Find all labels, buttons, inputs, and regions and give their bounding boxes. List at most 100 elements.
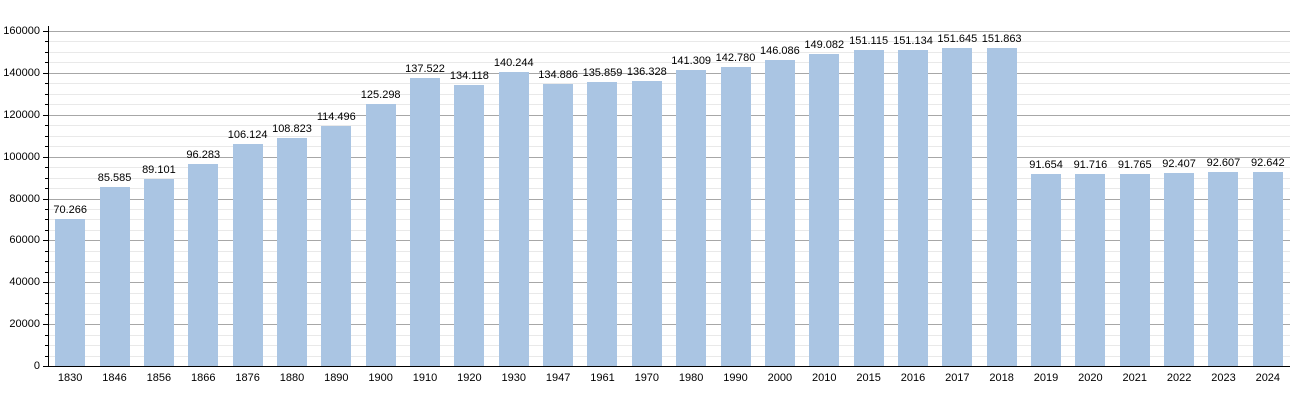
gridline-minor — [48, 219, 1290, 221]
bar-value-label: 151.863 — [981, 33, 1022, 46]
gridline-minor — [48, 292, 1290, 294]
x-axis-tick-label: 1900 — [368, 372, 393, 384]
y-minor-tick — [45, 219, 48, 221]
x-axis-tick-label: 2021 — [1122, 372, 1147, 384]
x-axis-tick-label: 2016 — [900, 372, 926, 384]
bar-1866 — [188, 164, 219, 366]
x-axis-line — [48, 366, 1290, 367]
bar-value-label: 85.585 — [97, 171, 132, 184]
y-minor-tick — [45, 292, 48, 294]
x-axis-tick-label: 1970 — [634, 372, 660, 384]
y-minor-tick — [45, 250, 48, 252]
gridline-minor — [48, 208, 1290, 210]
gridline-minor — [48, 355, 1290, 357]
y-major-tick — [43, 240, 48, 242]
y-minor-tick — [45, 146, 48, 148]
gridline-minor — [48, 62, 1290, 64]
bar-2019 — [1031, 174, 1062, 366]
y-minor-tick — [45, 41, 48, 43]
x-axis-tick-label: 2015 — [856, 372, 881, 384]
bar-2023 — [1208, 172, 1239, 366]
bar-2022 — [1164, 172, 1195, 366]
bar-2000 — [764, 60, 795, 366]
bar-2024 — [1252, 172, 1283, 366]
gridline-major — [48, 31, 1290, 32]
x-axis-tick-label: 1910 — [412, 372, 438, 384]
y-minor-tick — [45, 51, 48, 53]
y-minor-tick — [45, 271, 48, 273]
x-axis-tick-label: 2018 — [989, 372, 1014, 384]
bar-2017 — [942, 48, 973, 366]
y-major-tick — [43, 198, 48, 200]
y-minor-tick — [45, 62, 48, 64]
bar-value-label: 92.407 — [1162, 157, 1196, 170]
gridline-minor — [48, 250, 1290, 252]
x-axis-tick-label: 1930 — [501, 372, 526, 384]
gridline-minor — [48, 303, 1290, 305]
x-axis-tick-label: 2000 — [767, 372, 793, 384]
x-axis-tick-label: 2019 — [1033, 372, 1059, 384]
x-axis-tick-label: 1830 — [57, 372, 83, 384]
y-minor-tick — [45, 177, 48, 179]
bar-value-label: 96.283 — [186, 149, 221, 162]
bar-value-label: 135.859 — [582, 66, 623, 79]
y-axis-tick-label: 140000 — [3, 66, 40, 79]
y-major-tick — [43, 366, 48, 367]
y-minor-tick — [45, 303, 48, 305]
y-minor-tick — [45, 313, 48, 315]
bar-value-label: 151.645 — [937, 33, 978, 46]
x-axis-tick-label: 2010 — [812, 372, 837, 384]
y-major-tick — [43, 324, 48, 326]
y-axis-tick-label: 40000 — [9, 276, 40, 289]
x-axis-tick-label: 1980 — [678, 372, 704, 384]
bar-value-label: 141.309 — [671, 55, 712, 68]
gridline-major — [48, 198, 1290, 200]
bar-2018 — [986, 48, 1017, 366]
bar-1970 — [631, 80, 662, 366]
bar-1830 — [55, 218, 86, 366]
bar-value-label: 142.780 — [715, 52, 756, 65]
gridline-major — [48, 240, 1290, 242]
x-axis-tick-label: 2023 — [1211, 372, 1236, 384]
bar-2016 — [897, 49, 928, 366]
bar-value-label: 149.082 — [804, 38, 845, 51]
bar-value-label: 92.642 — [1250, 157, 1285, 170]
y-axis-tick-label: 0 — [33, 360, 40, 372]
gridline-minor — [48, 146, 1290, 148]
gridline-major — [48, 72, 1290, 74]
gridline-major — [48, 324, 1290, 326]
bar-value-label: 136.328 — [626, 65, 667, 78]
y-major-tick — [43, 282, 48, 284]
gridline-minor — [48, 135, 1290, 137]
gridline-minor — [48, 41, 1290, 43]
y-axis-tick-label: 160000 — [3, 25, 40, 37]
y-major-tick — [43, 114, 48, 116]
gridline-minor — [48, 177, 1290, 179]
gridline-minor — [48, 104, 1290, 106]
bar-value-label: 151.134 — [893, 34, 933, 47]
bar-value-label: 151.115 — [849, 34, 889, 47]
x-axis-tick-label: 1866 — [191, 372, 216, 384]
x-axis-tick-label: 1920 — [457, 372, 482, 384]
bar-2021 — [1119, 173, 1150, 366]
y-minor-tick — [45, 261, 48, 263]
bar-value-label: 106.124 — [227, 128, 268, 141]
y-minor-tick — [45, 208, 48, 210]
bar-value-label: 146.086 — [760, 45, 800, 58]
bar-value-label: 70.266 — [53, 203, 87, 216]
y-major-tick — [43, 31, 48, 32]
x-axis-tick-label: 2024 — [1255, 372, 1281, 384]
bar-value-label: 91.765 — [1117, 158, 1152, 171]
gridline-minor — [48, 345, 1290, 347]
bar-value-label: 89.101 — [142, 164, 176, 177]
gridline-major — [48, 282, 1290, 284]
y-axis-tick-label: 20000 — [9, 318, 40, 331]
x-axis-tick-label: 1880 — [279, 372, 305, 384]
y-minor-tick — [45, 83, 48, 85]
bar-1890 — [321, 126, 352, 366]
bar-1920 — [454, 85, 485, 366]
y-axis-tick-label: 80000 — [9, 192, 40, 205]
y-minor-tick — [45, 355, 48, 357]
gridline-minor — [48, 125, 1290, 127]
